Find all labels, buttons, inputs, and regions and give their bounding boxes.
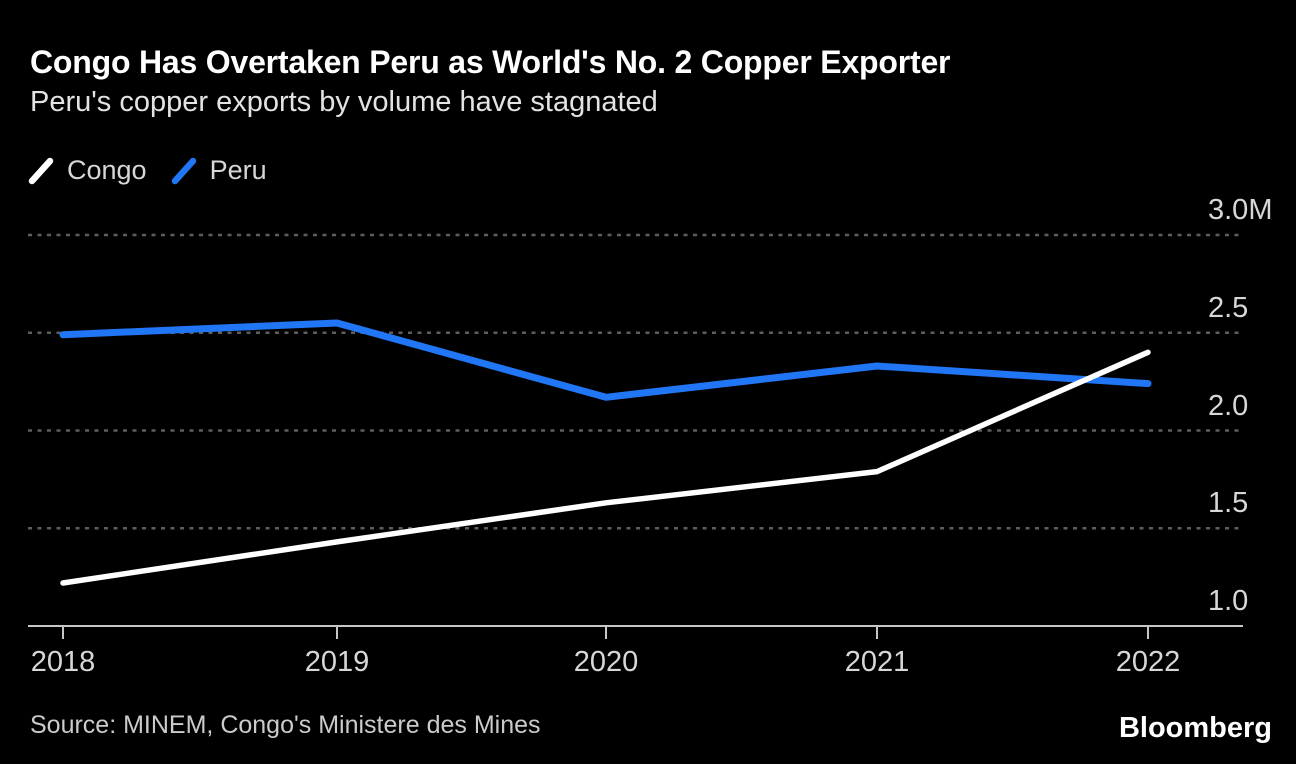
y-tick-label: 2.5	[1208, 292, 1249, 324]
y-tick-label: 2.0	[1208, 390, 1249, 422]
y-tick-label: 1.5	[1208, 487, 1249, 519]
congo-line-swatch-icon	[28, 157, 54, 184]
chart-subtitle: Peru's copper exports by volume have sta…	[30, 86, 658, 118]
chart-legend: Congo Peru	[28, 155, 267, 186]
chart-title: Congo Has Overtaken Peru as World's No. …	[30, 44, 951, 80]
x-tick-label: 2019	[304, 646, 370, 678]
legend-label-peru: Peru	[209, 155, 267, 185]
x-tick-label: 2021	[844, 646, 910, 678]
y-tick-label: 3.0M	[1208, 194, 1273, 226]
bloomberg-logo: Bloomberg	[1118, 712, 1272, 744]
y-tick-label: 1.0	[1208, 585, 1249, 617]
source-attribution: Source: MINEM, Congo's Ministere des Min…	[30, 711, 541, 739]
legend-item-congo: Congo	[28, 155, 147, 186]
legend-item-peru: Peru	[171, 155, 267, 186]
peru-line-swatch-icon	[171, 157, 196, 184]
x-tick-label: 2020	[573, 646, 639, 678]
x-tick-label: 2022	[1115, 646, 1181, 678]
legend-label-congo: Congo	[67, 155, 147, 185]
x-tick-label: 2018	[30, 646, 96, 678]
